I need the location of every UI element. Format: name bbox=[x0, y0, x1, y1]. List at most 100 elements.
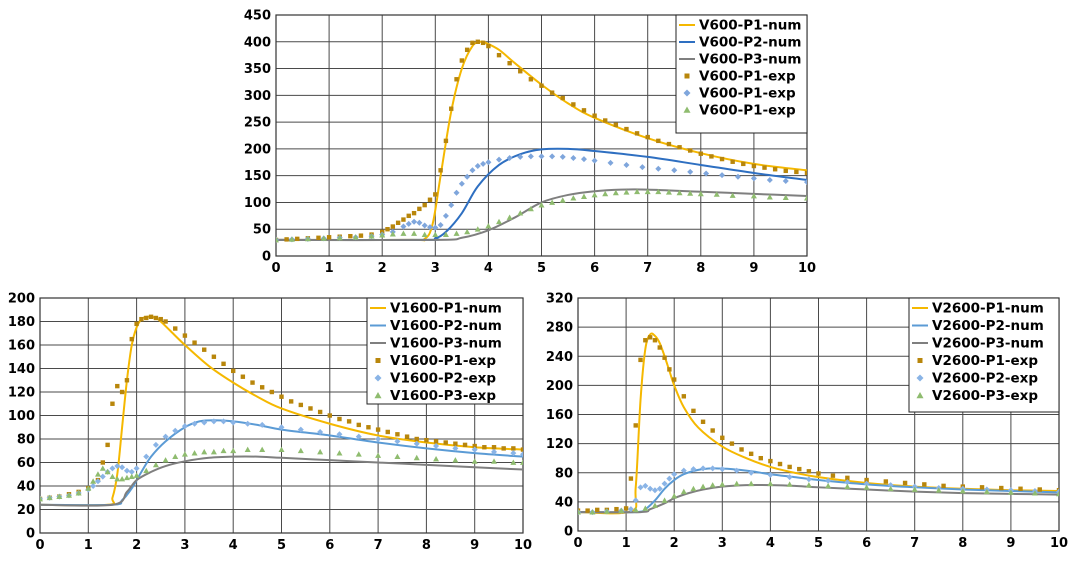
data-point-diamond bbox=[733, 467, 740, 474]
data-point-square bbox=[804, 170, 807, 176]
data-point-triangle bbox=[400, 230, 407, 236]
data-point-square bbox=[269, 389, 275, 395]
x-tick-label: 10 bbox=[1050, 536, 1068, 551]
legend-label: V1600-P1-exp bbox=[390, 353, 496, 369]
legend-square-swatch bbox=[684, 73, 690, 79]
data-point-triangle bbox=[634, 188, 641, 195]
data-point-square bbox=[624, 126, 629, 132]
data-point-square bbox=[1018, 486, 1023, 491]
data-point-diamond bbox=[191, 420, 198, 427]
data-point-diamond bbox=[152, 441, 159, 448]
y-tick-label: 180 bbox=[8, 315, 35, 330]
y-tick-label: 250 bbox=[244, 116, 271, 131]
y-tick-label: 280 bbox=[546, 321, 573, 336]
data-point-square bbox=[667, 367, 672, 372]
x-tick-label: 9 bbox=[749, 261, 758, 276]
data-point-triangle bbox=[99, 465, 106, 471]
data-point-triangle bbox=[591, 191, 598, 198]
data-point-square bbox=[110, 401, 115, 406]
data-point-square bbox=[443, 440, 448, 445]
data-point-diamond bbox=[448, 202, 455, 209]
data-point-diamond bbox=[411, 218, 418, 225]
data-point-square bbox=[979, 485, 985, 490]
data-point-triangle bbox=[259, 446, 266, 452]
data-point-triangle bbox=[935, 487, 942, 493]
data-point-diamond bbox=[416, 219, 423, 226]
data-point-triangle bbox=[133, 472, 140, 478]
data-point-diamond bbox=[786, 474, 793, 481]
data-point-square bbox=[459, 58, 465, 63]
data-point-diamond bbox=[607, 159, 614, 166]
legend-label: V2600-P3-num bbox=[932, 336, 1044, 352]
data-point-square bbox=[295, 236, 300, 242]
data-point-square bbox=[698, 151, 703, 156]
data-point-triangle bbox=[304, 235, 311, 242]
data-point-triangle bbox=[538, 202, 545, 208]
data-point-square bbox=[783, 168, 788, 174]
y-tick-label: 160 bbox=[546, 408, 573, 423]
data-point-triangle bbox=[559, 197, 566, 203]
data-point-triangle bbox=[578, 509, 581, 515]
data-point-square bbox=[571, 102, 576, 107]
x-tick-label: 5 bbox=[814, 536, 823, 551]
data-point-triangle bbox=[485, 223, 492, 229]
data-point-diamond bbox=[591, 157, 598, 164]
data-point-square bbox=[288, 399, 294, 404]
data-point-triangle bbox=[320, 235, 327, 241]
data-point-triangle bbox=[297, 447, 304, 454]
data-point-triangle bbox=[786, 481, 793, 487]
legend-diamond-swatch bbox=[374, 374, 382, 382]
x-tick-label: 5 bbox=[277, 538, 286, 553]
data-point-triangle bbox=[317, 448, 324, 455]
data-point-square bbox=[581, 108, 587, 113]
data-point-square bbox=[806, 469, 812, 474]
data-point-triangle bbox=[128, 473, 135, 479]
data-point-diamond bbox=[133, 465, 140, 472]
data-point-triangle bbox=[389, 231, 396, 237]
data-point-triangle bbox=[191, 450, 198, 456]
data-point-triangle bbox=[655, 188, 662, 195]
data-point-diamond bbox=[426, 224, 433, 231]
data-point-diamond bbox=[109, 465, 116, 472]
x-tick-label: 10 bbox=[798, 261, 816, 276]
data-point-diamond bbox=[413, 440, 420, 447]
data-point-triangle bbox=[432, 231, 439, 237]
data-point-triangle bbox=[782, 194, 789, 201]
data-point-diamond bbox=[627, 506, 634, 513]
x-tick-label: 3 bbox=[718, 536, 727, 551]
data-point-diamond bbox=[143, 453, 150, 460]
data-point-square bbox=[366, 425, 371, 430]
data-point-triangle bbox=[510, 459, 517, 465]
legend: V1600-P1-numV1600-P2-numV1600-P3-numV160… bbox=[366, 297, 524, 405]
legend-label: V1600-P3-exp bbox=[390, 388, 496, 404]
legend-label: V600-P1-num bbox=[699, 18, 801, 34]
data-point-square bbox=[518, 69, 523, 74]
data-point-square bbox=[647, 335, 653, 340]
legend-label: V2600-P2-num bbox=[932, 318, 1044, 334]
data-point-square bbox=[902, 480, 908, 486]
data-point-triangle bbox=[181, 451, 188, 457]
data-point-diamond bbox=[520, 451, 523, 458]
data-point-triangle bbox=[1056, 490, 1059, 497]
data-point-triangle bbox=[220, 447, 227, 454]
data-point-diamond bbox=[506, 154, 513, 161]
data-point-diamond bbox=[637, 484, 644, 491]
y-tick-label: 400 bbox=[244, 35, 271, 50]
data-point-square bbox=[643, 338, 648, 343]
data-point-triangle bbox=[452, 457, 459, 463]
data-point-triangle bbox=[276, 236, 279, 243]
data-point-square bbox=[730, 159, 735, 164]
data-point-diamond bbox=[825, 477, 832, 484]
data-point-diamond bbox=[172, 427, 179, 434]
data-point-square bbox=[511, 446, 516, 451]
data-point-diamond bbox=[469, 167, 476, 174]
data-point-diamond bbox=[458, 180, 465, 187]
data-point-square bbox=[129, 336, 134, 342]
data-point-triangle bbox=[506, 214, 513, 220]
x-tick-label: 8 bbox=[696, 261, 705, 276]
y-tick-label: 320 bbox=[546, 292, 573, 307]
data-point-square bbox=[720, 435, 725, 440]
data-point-square bbox=[623, 506, 629, 511]
data-point-triangle bbox=[676, 189, 683, 196]
